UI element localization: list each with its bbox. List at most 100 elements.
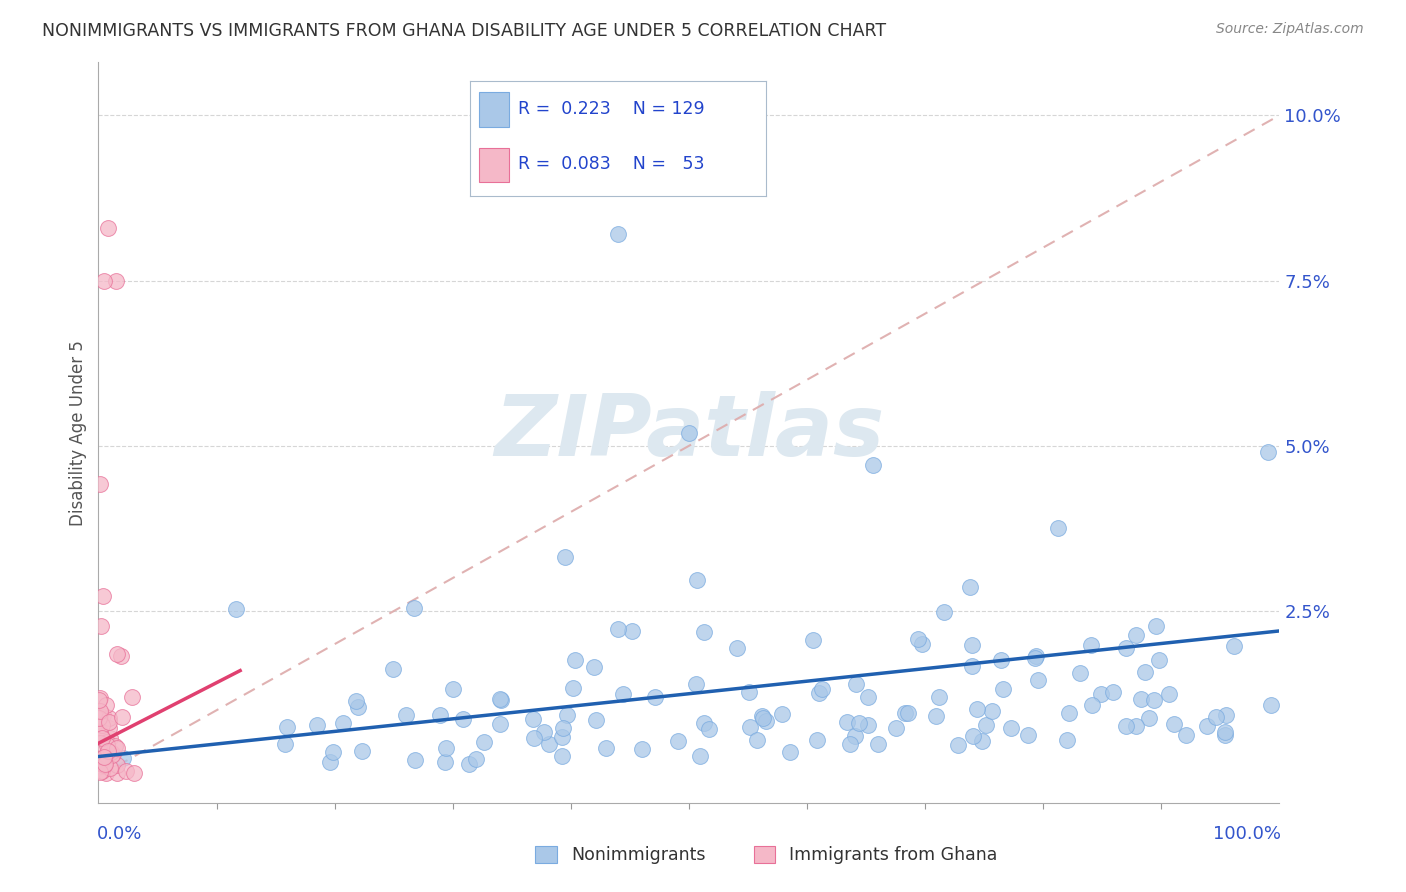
Point bbox=[801, 633, 824, 648]
Point bbox=[1174, 728, 1197, 742]
Point bbox=[1213, 724, 1236, 739]
Text: ZIPatlas: ZIPatlas bbox=[494, 391, 884, 475]
Point bbox=[404, 753, 426, 767]
Point bbox=[1222, 639, 1244, 653]
Point bbox=[98, 731, 121, 745]
Point bbox=[93, 757, 115, 772]
Point bbox=[991, 681, 1014, 696]
Point bbox=[972, 733, 994, 747]
Point bbox=[806, 732, 828, 747]
Point bbox=[725, 641, 748, 656]
Point bbox=[97, 715, 120, 730]
Point bbox=[89, 756, 111, 770]
Point bbox=[631, 742, 654, 756]
Point bbox=[1115, 719, 1137, 733]
Point bbox=[1260, 698, 1282, 712]
Point bbox=[770, 707, 793, 722]
Point bbox=[89, 726, 111, 740]
Point bbox=[105, 740, 128, 755]
Point bbox=[489, 692, 512, 706]
Point bbox=[91, 718, 114, 732]
Point bbox=[974, 718, 997, 732]
Point bbox=[838, 737, 860, 751]
Point bbox=[489, 693, 512, 707]
Point bbox=[89, 756, 111, 770]
Point bbox=[990, 653, 1012, 667]
Point bbox=[835, 715, 858, 730]
Point bbox=[523, 731, 546, 745]
Point bbox=[685, 677, 707, 691]
Point bbox=[752, 711, 775, 725]
Point bbox=[307, 718, 329, 732]
Point bbox=[1149, 653, 1171, 667]
Point bbox=[1081, 698, 1104, 713]
Point bbox=[94, 757, 117, 772]
Point bbox=[1090, 687, 1112, 701]
Y-axis label: Disability Age Under 5: Disability Age Under 5 bbox=[69, 340, 87, 525]
Point bbox=[472, 735, 495, 749]
Point bbox=[884, 721, 907, 735]
Point bbox=[94, 747, 117, 762]
Point bbox=[93, 753, 115, 767]
Point bbox=[1257, 445, 1279, 459]
Point bbox=[94, 766, 117, 780]
Point bbox=[807, 686, 830, 700]
Point bbox=[91, 589, 114, 603]
Point bbox=[1046, 520, 1069, 534]
Point bbox=[90, 731, 112, 745]
Point bbox=[332, 716, 354, 731]
Point bbox=[1143, 692, 1166, 706]
Point bbox=[105, 274, 128, 288]
Point bbox=[89, 709, 111, 723]
Point bbox=[858, 718, 880, 732]
Point bbox=[105, 758, 128, 772]
Point bbox=[104, 739, 127, 753]
Point bbox=[434, 741, 457, 756]
Point bbox=[96, 738, 118, 752]
Point bbox=[862, 458, 884, 472]
Point bbox=[347, 700, 370, 714]
Point bbox=[1000, 721, 1022, 735]
Point bbox=[112, 751, 135, 765]
Point bbox=[810, 681, 832, 696]
Point bbox=[395, 708, 418, 723]
Point bbox=[747, 733, 769, 747]
Text: Immigrants from Ghana: Immigrants from Ghana bbox=[789, 846, 998, 863]
Point bbox=[606, 622, 628, 636]
Point bbox=[689, 748, 711, 763]
Point bbox=[582, 660, 605, 674]
Point bbox=[322, 745, 344, 759]
Point bbox=[538, 737, 561, 751]
Point bbox=[897, 706, 920, 720]
Point bbox=[866, 737, 889, 751]
Point bbox=[522, 712, 544, 726]
Text: NONIMMIGRANTS VS IMMIGRANTS FROM GHANA DISABILITY AGE UNDER 5 CORRELATION CHART: NONIMMIGRANTS VS IMMIGRANTS FROM GHANA D… bbox=[42, 22, 886, 40]
Point bbox=[554, 550, 576, 565]
Point bbox=[91, 708, 114, 723]
Point bbox=[90, 758, 112, 772]
Point bbox=[551, 721, 574, 735]
Point bbox=[848, 715, 870, 730]
Point bbox=[96, 735, 118, 749]
Point bbox=[551, 749, 574, 764]
Point bbox=[89, 711, 111, 725]
Point bbox=[122, 765, 145, 780]
Point bbox=[93, 750, 115, 764]
Point bbox=[533, 725, 555, 739]
Point bbox=[89, 477, 111, 491]
Text: Nonimmigrants: Nonimmigrants bbox=[571, 846, 706, 863]
Point bbox=[1135, 665, 1157, 680]
Point bbox=[1137, 711, 1160, 725]
Point bbox=[1130, 692, 1153, 706]
Point bbox=[1025, 648, 1047, 663]
Point bbox=[91, 764, 114, 778]
Text: 0.0%: 0.0% bbox=[97, 825, 142, 843]
Point bbox=[404, 601, 426, 615]
Point bbox=[1125, 628, 1147, 642]
Point bbox=[121, 690, 143, 705]
Point bbox=[98, 721, 121, 735]
Point bbox=[111, 710, 134, 724]
Point bbox=[89, 692, 111, 706]
Point bbox=[1163, 716, 1185, 731]
Point bbox=[1159, 687, 1181, 701]
